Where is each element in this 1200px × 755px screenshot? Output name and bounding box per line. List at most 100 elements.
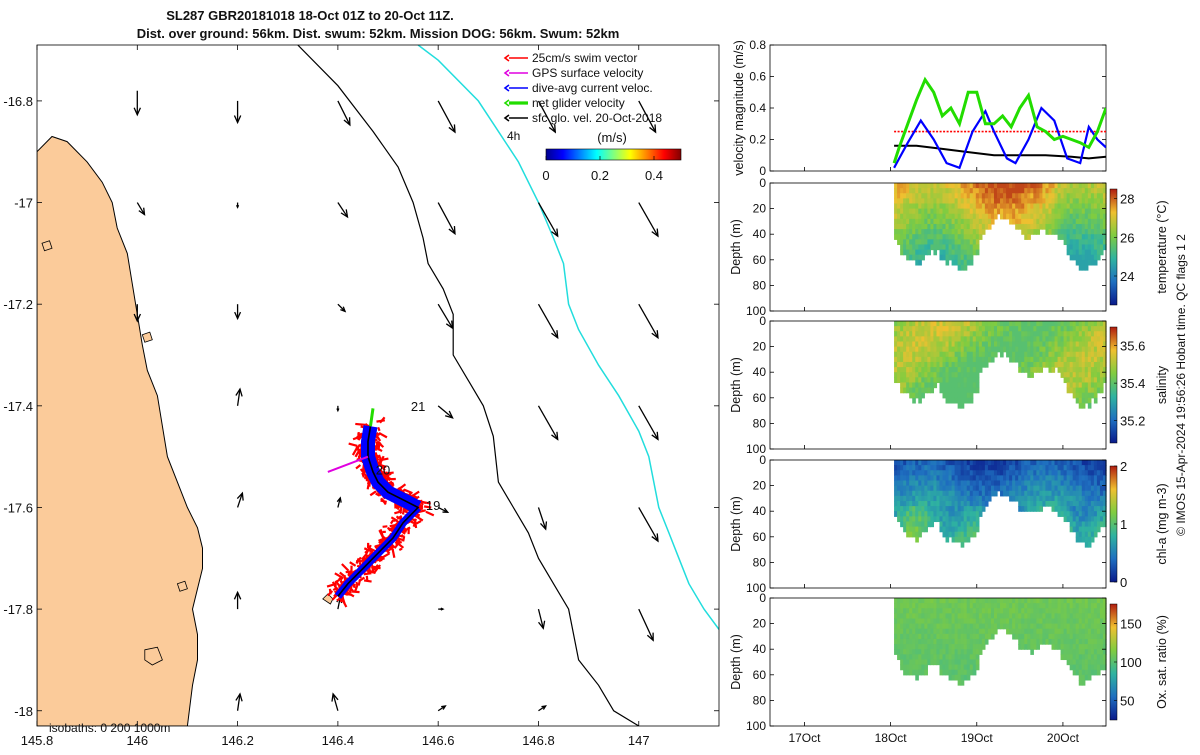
section-cell bbox=[976, 377, 980, 383]
section-ytick-label: 40 bbox=[753, 504, 767, 518]
map-ytick-label: -16.8 bbox=[3, 94, 33, 109]
section-cell bbox=[1052, 367, 1056, 373]
section-ylabel: Depth (m) bbox=[729, 634, 743, 690]
velocity-panel: 00.20.40.60.8 velocity magnitude (m/s) bbox=[732, 38, 1106, 178]
section-colorbar-tick-label: 35.6 bbox=[1120, 339, 1145, 354]
swim-vector bbox=[415, 520, 416, 528]
section-cell bbox=[1088, 403, 1092, 409]
section-cell bbox=[991, 634, 995, 640]
section-cell bbox=[979, 367, 983, 373]
section-cell bbox=[933, 250, 937, 256]
velocity-ytick-label: 0.8 bbox=[749, 38, 766, 52]
section-colorbar-tick-label: 0 bbox=[1120, 575, 1127, 590]
swim-vector bbox=[399, 549, 402, 550]
section-cell bbox=[1027, 234, 1031, 240]
swim-vector bbox=[355, 424, 365, 425]
colorbar-tick-label: 0.2 bbox=[591, 168, 609, 183]
section-colorbar-tick-label: 26 bbox=[1120, 230, 1134, 245]
section-cell bbox=[946, 260, 950, 266]
section-ytick-label: 40 bbox=[753, 227, 767, 241]
section-cell bbox=[1091, 537, 1095, 543]
swim-vector bbox=[346, 593, 347, 596]
section-cell bbox=[994, 214, 998, 220]
section-ytick-label: 20 bbox=[753, 617, 767, 631]
section-cell bbox=[970, 255, 974, 261]
section-cell bbox=[1036, 229, 1040, 235]
section-ylabel: Depth (m) bbox=[729, 357, 743, 413]
section-cell bbox=[970, 260, 974, 266]
section-cell bbox=[976, 372, 980, 378]
map-xtick-label: 146.2 bbox=[221, 733, 254, 748]
section-ytick-label: 80 bbox=[753, 278, 767, 292]
section-cell bbox=[976, 527, 980, 533]
swim-vector bbox=[378, 427, 379, 431]
section-colorbar-tick-label: 1 bbox=[1120, 517, 1127, 532]
section-cell bbox=[979, 234, 983, 240]
swim-vector bbox=[418, 514, 419, 517]
section-colorbar-label: chl-a (mg m-3) bbox=[1155, 483, 1169, 564]
time-xtick-label: 19Oct bbox=[961, 731, 994, 745]
section-colorbar-tick-label: 100 bbox=[1120, 655, 1142, 670]
section-cell bbox=[1094, 532, 1098, 538]
section-cell bbox=[912, 398, 916, 404]
time-xtick-label: 18Oct bbox=[875, 731, 908, 745]
section-ytick-label: 20 bbox=[753, 202, 767, 216]
velocity-ytick-label: 0.2 bbox=[749, 133, 766, 147]
section-cell bbox=[921, 255, 925, 261]
section-cell bbox=[915, 537, 919, 543]
velocity-ytick-label: 0.6 bbox=[749, 70, 766, 84]
section-cell bbox=[933, 382, 937, 388]
time-xtick-label: 17Oct bbox=[788, 731, 821, 745]
section-cell bbox=[976, 250, 980, 256]
section-cell bbox=[1030, 649, 1034, 655]
swim-vector bbox=[337, 599, 340, 600]
section-ytick-label: 60 bbox=[753, 668, 767, 682]
section-cell bbox=[927, 250, 931, 256]
section-colorbar bbox=[1110, 189, 1117, 305]
section-ytick-label: 80 bbox=[753, 693, 767, 707]
section-ytick-label: 20 bbox=[753, 479, 767, 493]
colorbar-tick-label: 0 bbox=[542, 168, 549, 183]
legend-label: GPS surface velocity bbox=[532, 66, 643, 80]
section-colorbar-label: salinity bbox=[1155, 365, 1169, 404]
section-cell bbox=[915, 675, 919, 681]
section-cell bbox=[976, 521, 980, 527]
section-colorbar-tick-label: 35.4 bbox=[1120, 376, 1145, 391]
section-cell bbox=[976, 654, 980, 660]
section-cell bbox=[1088, 675, 1092, 681]
section-ytick-label: 60 bbox=[753, 391, 767, 405]
section-cell bbox=[924, 670, 928, 676]
section-cell bbox=[918, 260, 922, 266]
swim-vector bbox=[364, 580, 371, 581]
section-cell bbox=[961, 542, 965, 548]
speed-colorbar-label: (m/s) bbox=[597, 130, 627, 145]
section-ytick-label: 40 bbox=[753, 642, 767, 656]
section-ytick-label: 80 bbox=[753, 555, 767, 569]
swim-vector bbox=[401, 535, 403, 537]
isobaths-label: isobaths: 0 200 1000m bbox=[49, 721, 170, 735]
legend-label: 25cm/s swim vector bbox=[532, 51, 637, 65]
section-cell bbox=[918, 532, 922, 538]
section-cell bbox=[994, 491, 998, 497]
section-ytick-label: 0 bbox=[759, 314, 766, 328]
section-ylabel: Depth (m) bbox=[729, 219, 743, 275]
section-colorbar-tick-label: 50 bbox=[1120, 694, 1134, 709]
section-ytick-label: 40 bbox=[753, 365, 767, 379]
section-colorbar-tick-label: 2 bbox=[1120, 459, 1127, 474]
section-cell bbox=[976, 239, 980, 245]
section-cell bbox=[1097, 527, 1101, 533]
colorbar-tick-label: 0.4 bbox=[645, 168, 663, 183]
legend-label: net glider velocity bbox=[532, 96, 625, 110]
speed-colorbar-bar bbox=[546, 149, 681, 160]
swim-vector bbox=[368, 482, 369, 489]
section-cell bbox=[970, 393, 974, 399]
section-cell bbox=[1088, 398, 1092, 404]
section-ytick-label: 20 bbox=[753, 340, 767, 354]
section-cell bbox=[1094, 393, 1098, 399]
section-cell bbox=[1094, 260, 1098, 266]
section-cell bbox=[979, 511, 983, 517]
figure-title-line1: SL287 GBR20181018 18-Oct 01Z to 20-Oct 1… bbox=[166, 8, 454, 23]
